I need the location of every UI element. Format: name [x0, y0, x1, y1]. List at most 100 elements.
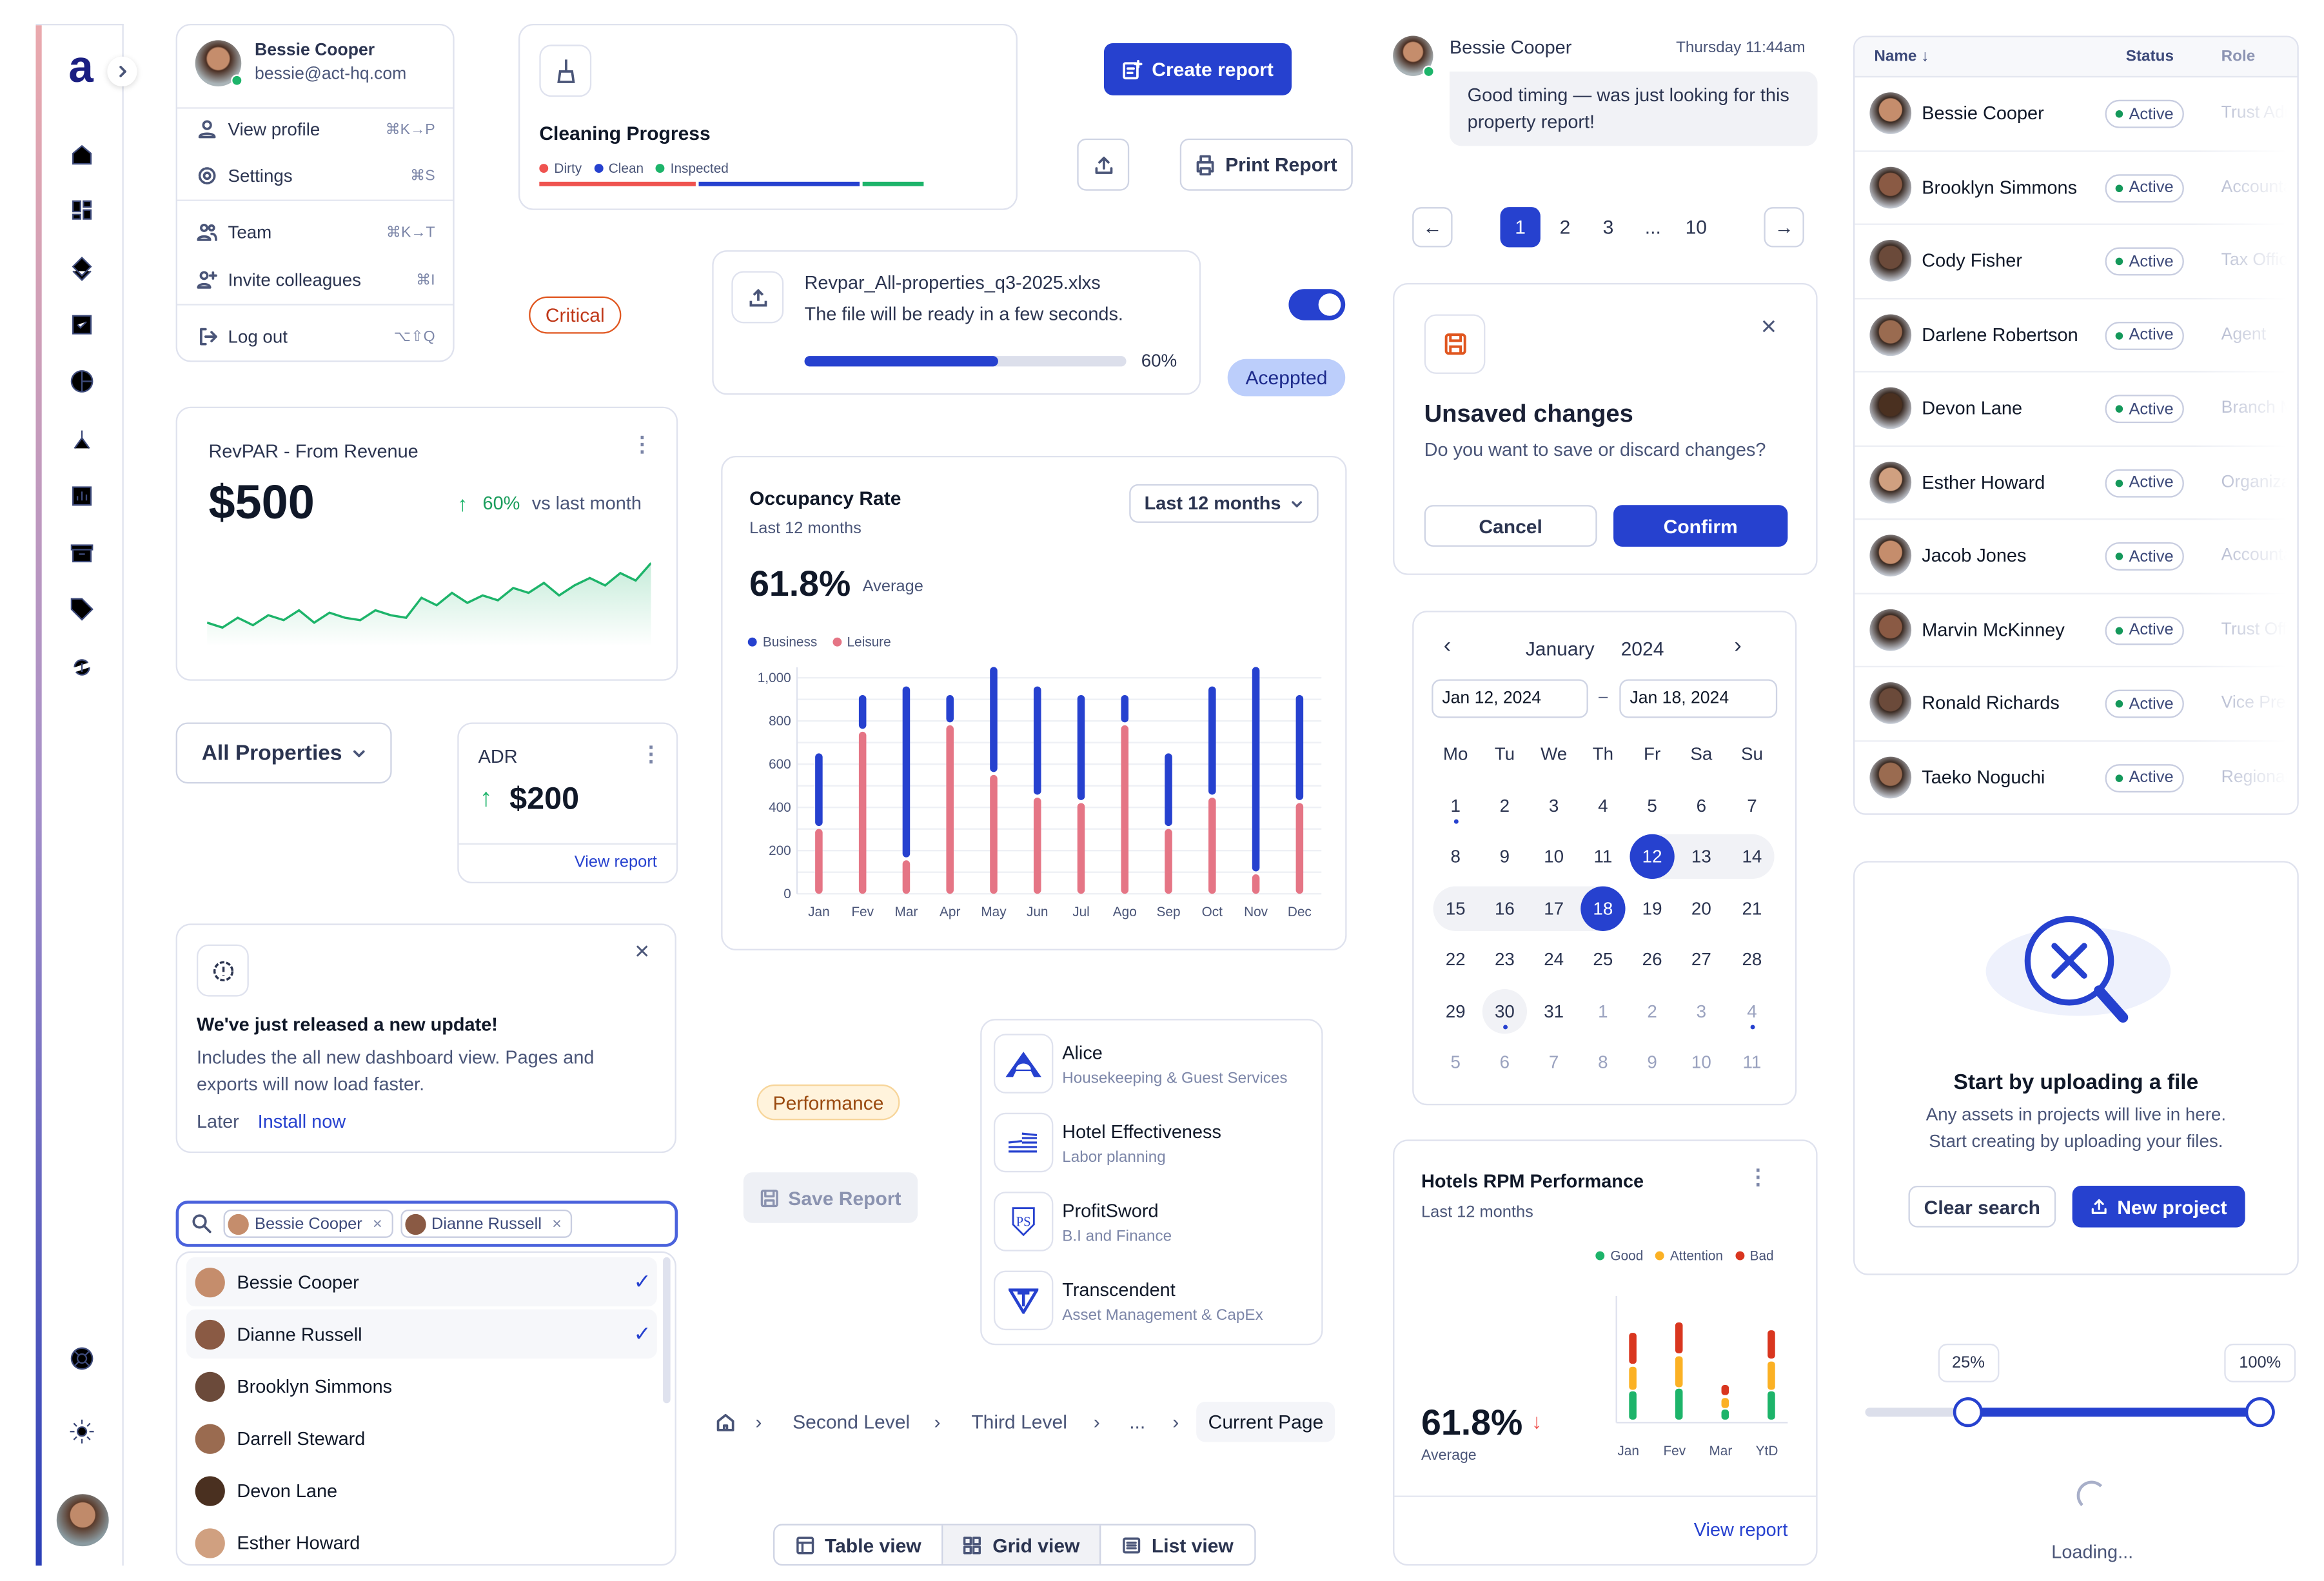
menu-item-settings[interactable]: Settings ⌘S [195, 159, 435, 192]
install-now-button[interactable]: Install now [257, 1111, 346, 1132]
app-item-transcendent[interactable]: Transcendent Asset Management & CapEx [993, 1270, 1312, 1333]
selected-chip[interactable]: Bessie Cooper × [223, 1209, 393, 1238]
option-item[interactable]: Bessie Cooper ✓ [186, 1257, 657, 1307]
calendar-day[interactable]: 10 [1691, 1052, 1711, 1073]
rpm-view-report-link[interactable]: View report [1693, 1519, 1788, 1540]
column-header-name[interactable]: Name ↓ [1874, 48, 1929, 66]
adr-view-report-link[interactable]: View report [574, 853, 657, 872]
calendar-day[interactable]: 4 [1747, 1001, 1757, 1022]
calendar-day-today[interactable]: 30 [1482, 989, 1528, 1034]
sidebar-expand-button[interactable] [107, 56, 137, 86]
toggle-switch[interactable] [1288, 289, 1346, 320]
more-options-icon[interactable]: ⋮ [640, 741, 662, 766]
range-slider-track[interactable] [1865, 1408, 2275, 1417]
previous-page-button[interactable]: ← [1412, 207, 1453, 248]
calendar-day[interactable]: 1 [1598, 1001, 1608, 1022]
calendar-day[interactable]: 6 [1696, 795, 1707, 817]
previous-month-button[interactable]: ‹ [1443, 633, 1452, 659]
clear-search-button[interactable]: Clear search [1908, 1185, 2056, 1228]
more-options-icon[interactable]: ⋮ [631, 431, 653, 456]
dashboard-icon[interactable] [68, 197, 98, 226]
app-item-profitsword[interactable]: PS ProfitSword B.I and Finance [993, 1192, 1312, 1254]
calendar-day[interactable]: 3 [1548, 795, 1559, 817]
slider-handle-low[interactable] [1953, 1397, 1983, 1428]
create-report-button[interactable]: Create report [1103, 43, 1292, 95]
grid-view-button[interactable]: Grid view [943, 1525, 1101, 1564]
calendar-day[interactable]: 10 [1544, 846, 1564, 867]
calendar-day[interactable]: 4 [1598, 795, 1608, 817]
calendar-year[interactable]: 2024 [1620, 637, 1664, 660]
list-view-button[interactable]: List view [1101, 1526, 1254, 1564]
settings-icon[interactable] [68, 1418, 98, 1448]
calendar-day-selected[interactable]: 18 [1581, 886, 1626, 931]
app-item-alice[interactable]: Alice Housekeeping & Guest Services [993, 1034, 1312, 1096]
app-item-hotel-effectiveness[interactable]: Hotel Effectiveness Labor planning [993, 1112, 1312, 1175]
calendar-day[interactable]: 1 [1450, 795, 1461, 817]
checkbox-icon[interactable] [68, 311, 98, 341]
range-select[interactable]: Last 12 months [1129, 484, 1319, 523]
calendar-day[interactable]: 9 [1647, 1052, 1657, 1073]
calendar-day[interactable]: 9 [1499, 846, 1510, 867]
end-date-input[interactable]: Jan 18, 2024 [1619, 679, 1778, 718]
calendar-day[interactable]: 31 [1544, 1001, 1564, 1022]
scrollbar[interactable] [663, 1257, 671, 1404]
breadcrumb-item[interactable]: Second Level [793, 1410, 911, 1433]
home-icon[interactable] [715, 1412, 736, 1433]
column-header-status[interactable]: Status [2125, 47, 2174, 66]
chip-remove-icon[interactable]: × [372, 1215, 382, 1233]
page-3[interactable]: 3 [1602, 215, 1614, 239]
option-item[interactable]: Dianne Russell ✓ [186, 1309, 657, 1359]
option-item[interactable]: Darrell Steward [186, 1413, 657, 1462]
calendar-day[interactable]: 28 [1742, 948, 1762, 970]
close-icon[interactable]: × [635, 937, 650, 966]
calendar-day[interactable]: 25 [1593, 948, 1613, 970]
calendar-day[interactable]: 6 [1499, 1052, 1510, 1073]
calendar-day[interactable]: 13 [1691, 846, 1711, 867]
close-icon[interactable]: × [1760, 311, 1777, 342]
tag-icon[interactable] [68, 596, 98, 625]
hierarchy-icon[interactable] [68, 426, 98, 456]
calendar-day[interactable]: 17 [1544, 898, 1564, 919]
calendar-day[interactable]: 7 [1548, 1052, 1559, 1073]
calendar-day[interactable]: 11 [1593, 846, 1613, 867]
menu-item-team[interactable]: Team ⌘K→T [195, 216, 435, 249]
home-icon[interactable] [68, 140, 98, 170]
calendar-day[interactable]: 8 [1598, 1052, 1608, 1073]
save-report-button[interactable]: Save Report [743, 1172, 918, 1223]
new-project-button[interactable]: New project [2072, 1185, 2245, 1228]
upload-button[interactable] [1077, 138, 1130, 191]
calendar-day[interactable]: 22 [1445, 948, 1466, 970]
calendar-day[interactable]: 20 [1691, 898, 1711, 919]
page-1[interactable]: 1 [1500, 207, 1541, 248]
slider-handle-high[interactable] [2245, 1397, 2275, 1428]
app-logo[interactable]: a [68, 43, 94, 93]
calendar-day[interactable]: 2 [1647, 1001, 1657, 1022]
menu-item-invite-colleagues[interactable]: Invite colleagues ⌘I [195, 264, 435, 297]
calendar-day[interactable]: 29 [1445, 1001, 1466, 1022]
calendar-day[interactable]: 24 [1544, 948, 1564, 970]
option-item[interactable]: Devon Lane [186, 1466, 657, 1515]
support-icon[interactable] [68, 1345, 98, 1375]
calendar-day[interactable]: 3 [1696, 1001, 1707, 1022]
calendar-day[interactable]: 19 [1642, 898, 1662, 919]
calendar-day[interactable]: 7 [1747, 795, 1757, 817]
print-report-button[interactable]: Print Report [1179, 138, 1353, 191]
pie-chart-icon[interactable] [68, 368, 98, 398]
calendar-day[interactable]: 27 [1691, 948, 1711, 970]
option-item[interactable]: Esther Howard [186, 1518, 657, 1567]
menu-item-log-out[interactable]: Log out ⌥⇧Q [195, 320, 435, 353]
layers-icon[interactable] [68, 255, 98, 284]
selected-chip[interactable]: Dianne Russell × [400, 1209, 573, 1238]
table-view-button[interactable]: Table view [774, 1525, 943, 1564]
next-page-button[interactable]: → [1764, 207, 1804, 248]
confirm-button[interactable]: Confirm [1613, 505, 1788, 547]
sidebar-user-avatar[interactable] [56, 1494, 109, 1547]
page-2[interactable]: 2 [1559, 215, 1571, 239]
calendar-day[interactable]: 5 [1647, 795, 1657, 817]
page-10[interactable]: 10 [1685, 215, 1707, 239]
calendar-day[interactable]: 15 [1445, 898, 1466, 919]
option-item[interactable]: Brooklyn Simmons [186, 1362, 657, 1411]
calendar-day-selected[interactable]: 12 [1630, 834, 1675, 879]
chip-remove-icon[interactable]: × [552, 1215, 562, 1233]
next-month-button[interactable]: › [1734, 633, 1742, 659]
